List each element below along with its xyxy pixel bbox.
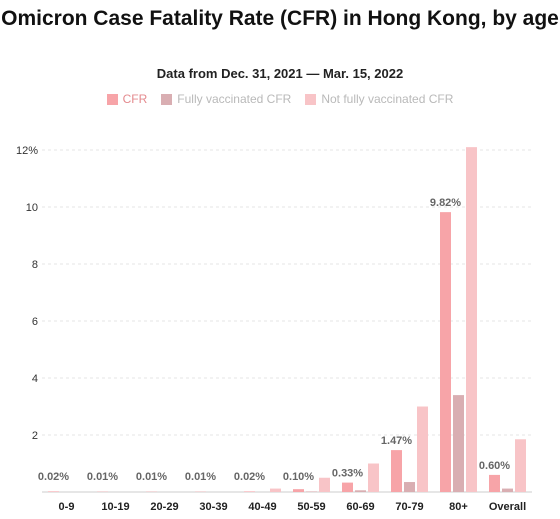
x-tick-label: Overall bbox=[489, 501, 526, 513]
bar-cfr bbox=[391, 450, 402, 492]
y-tick-label: 2 bbox=[32, 430, 38, 442]
bar-fully-vaccinated bbox=[502, 488, 513, 492]
legend-label-not-fully-vaccinated: Not fully vaccinated CFR bbox=[321, 92, 454, 106]
y-tick-label: 6 bbox=[32, 316, 38, 328]
data-label: 9.82% bbox=[430, 197, 461, 209]
legend-item-cfr[interactable]: CFR bbox=[106, 92, 148, 106]
y-tick-label: 4 bbox=[32, 373, 38, 385]
bar-fully-vaccinated bbox=[453, 395, 464, 492]
x-tick-label: 20-29 bbox=[150, 501, 178, 513]
bar-cfr bbox=[440, 212, 451, 492]
legend-item-fully-vaccinated[interactable]: Fully vaccinated CFR bbox=[161, 92, 291, 106]
bar-not-fully-vaccinated bbox=[319, 477, 330, 492]
data-label: 0.10% bbox=[283, 471, 314, 483]
y-tick-label: 10 bbox=[26, 202, 38, 214]
data-label: 0.02% bbox=[38, 471, 69, 483]
bar-fully-vaccinated bbox=[404, 482, 415, 492]
chart-subtitle: Data from Dec. 31, 2021 — Mar. 15, 2022 bbox=[156, 66, 404, 81]
legend-item-not-fully-vaccinated[interactable]: Not fully vaccinated CFR bbox=[305, 92, 453, 106]
legend-swatch-not-fully-vaccinated bbox=[305, 93, 317, 105]
bar-not-fully-vaccinated bbox=[270, 488, 281, 492]
x-tick-label: 60-69 bbox=[346, 501, 374, 513]
data-label: 0.02% bbox=[234, 471, 265, 483]
x-tick-label: 80+ bbox=[449, 501, 468, 513]
bar-not-fully-vaccinated bbox=[515, 439, 526, 492]
bar-fully-vaccinated bbox=[306, 491, 317, 492]
data-label: 0.01% bbox=[136, 471, 167, 483]
data-label: 0.01% bbox=[87, 471, 118, 483]
y-tick-label: 12% bbox=[16, 145, 38, 157]
bar-fully-vaccinated bbox=[355, 490, 366, 492]
legend-label-fully-vaccinated: Fully vaccinated CFR bbox=[177, 92, 292, 106]
legend-swatch-cfr bbox=[106, 93, 118, 105]
y-tick-label: 8 bbox=[32, 259, 38, 271]
bar-not-fully-vaccinated bbox=[417, 406, 428, 492]
x-tick-label: 70-79 bbox=[395, 501, 423, 513]
data-label: 0.33% bbox=[332, 468, 363, 480]
bar-cfr bbox=[489, 474, 500, 492]
bar-cfr bbox=[48, 491, 59, 492]
x-tick-label: 0-9 bbox=[59, 501, 75, 513]
x-tick-label: 30-39 bbox=[199, 501, 227, 513]
data-label: 0.01% bbox=[185, 471, 216, 483]
bar-cfr bbox=[244, 491, 255, 492]
chart-title: Omicron Case Fatality Rate (CFR) in Hong… bbox=[1, 7, 559, 30]
data-label: 1.47% bbox=[381, 435, 412, 447]
legend-label-cfr: CFR bbox=[122, 92, 148, 106]
chart-legend: CFR Fully vaccinated CFR Not fully vacci… bbox=[0, 92, 560, 106]
bar-not-fully-vaccinated bbox=[466, 147, 477, 492]
legend-swatch-fully-vaccinated bbox=[161, 93, 173, 105]
x-tick-label: 50-59 bbox=[297, 501, 325, 513]
data-label: 0.60% bbox=[479, 460, 510, 472]
x-tick-label: 40-49 bbox=[248, 501, 276, 513]
bar-cfr bbox=[342, 482, 353, 492]
x-tick-label: 10-19 bbox=[101, 501, 129, 513]
bar-not-fully-vaccinated bbox=[368, 463, 379, 492]
bar-cfr bbox=[293, 489, 304, 492]
